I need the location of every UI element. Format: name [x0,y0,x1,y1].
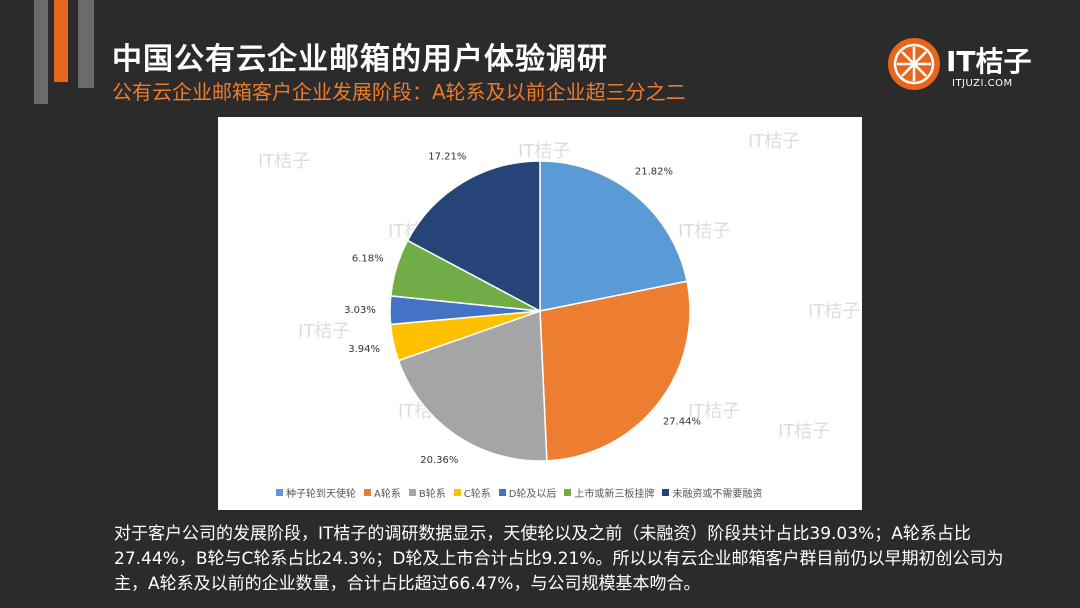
page-subtitle: 公有云企业邮箱客户企业发展阶段：A轮系及以前企业超三分之二 [112,80,686,104]
watermark-text: IT桔子 [808,301,860,322]
watermark-text: IT桔子 [678,221,730,242]
legend-swatch [498,488,506,496]
pie-slice [539,160,688,312]
pie-slice [397,309,548,462]
slice-data-label: 6.18% [352,254,384,265]
watermark-text: IT桔子 [688,401,740,422]
decor-bar-right [78,0,94,88]
pie-slice [539,280,691,462]
brand-url: ITJUZI.COM [952,78,1013,89]
legend-label: B轮系 [418,488,446,500]
slice-data-label: 17.21% [428,152,466,163]
page-title: 中国公有云企业邮箱的用户体验调研 [112,42,608,77]
legend-item: 种子轮到天使轮 [276,485,356,500]
legend-swatch [453,488,461,496]
watermark-text: IT桔子 [258,151,310,172]
brand-name: IT桔子 [946,45,1032,78]
legend-swatch [662,488,670,496]
watermark-text: IT桔子 [748,131,800,152]
slice-data-label: 27.44% [663,417,701,428]
watermark-text: IT桔子 [518,141,570,162]
legend-label: D轮及以后 [508,488,557,500]
legend-item: 未融资或不需要融资 [662,485,762,500]
slice-data-label: 3.94% [348,344,380,355]
legend-swatch [564,488,572,496]
orange-slice-icon [888,38,940,90]
decor-bar-accent [54,0,68,82]
legend-item: B轮系 [408,485,446,500]
decor-bar-left [34,0,48,104]
body-paragraph: 对于客户公司的发展阶段，IT桔子的调研数据显示，天使轮以及之前（未融资）阶段共计… [114,524,1004,594]
legend-item: 上市或新三板挂牌 [564,485,654,500]
brand-logo: IT桔子 ITJUZI.COM [888,38,1058,94]
pie-chart: IT桔子IT桔子IT桔子IT桔子IT桔子IT桔子IT桔子IT桔子IT桔子IT桔子… [258,131,860,466]
legend-item: C轮系 [453,485,491,500]
legend-item: A轮系 [364,485,401,500]
legend-label: 上市或新三板挂牌 [574,488,655,500]
legend-label: 种子轮到天使轮 [286,488,356,500]
pie-slice [406,160,541,313]
legend-swatch [276,488,283,496]
legend-swatch [408,488,416,496]
legend-swatch [364,488,371,496]
legend-label: C轮系 [463,488,491,500]
slice-data-label: 20.36% [420,455,458,466]
legend-label: 未融资或不需要融资 [672,488,763,500]
chart-legend: 种子轮到天使轮 A轮系 B轮系 C轮系 D轮及以后 上市或新三板挂牌 未融资或不需要融资 [276,483,836,501]
legend-item: D轮及以后 [498,485,557,500]
watermark-text: IT桔子 [298,321,350,342]
pie-chart-panel: IT桔子IT桔子IT桔子IT桔子IT桔子IT桔子IT桔子IT桔子IT桔子IT桔子… [218,117,862,510]
legend-label: A轮系 [374,488,401,500]
slice-data-label: 3.03% [344,305,376,316]
slice-data-label: 21.82% [635,167,673,178]
watermark-text: IT桔子 [778,421,830,442]
